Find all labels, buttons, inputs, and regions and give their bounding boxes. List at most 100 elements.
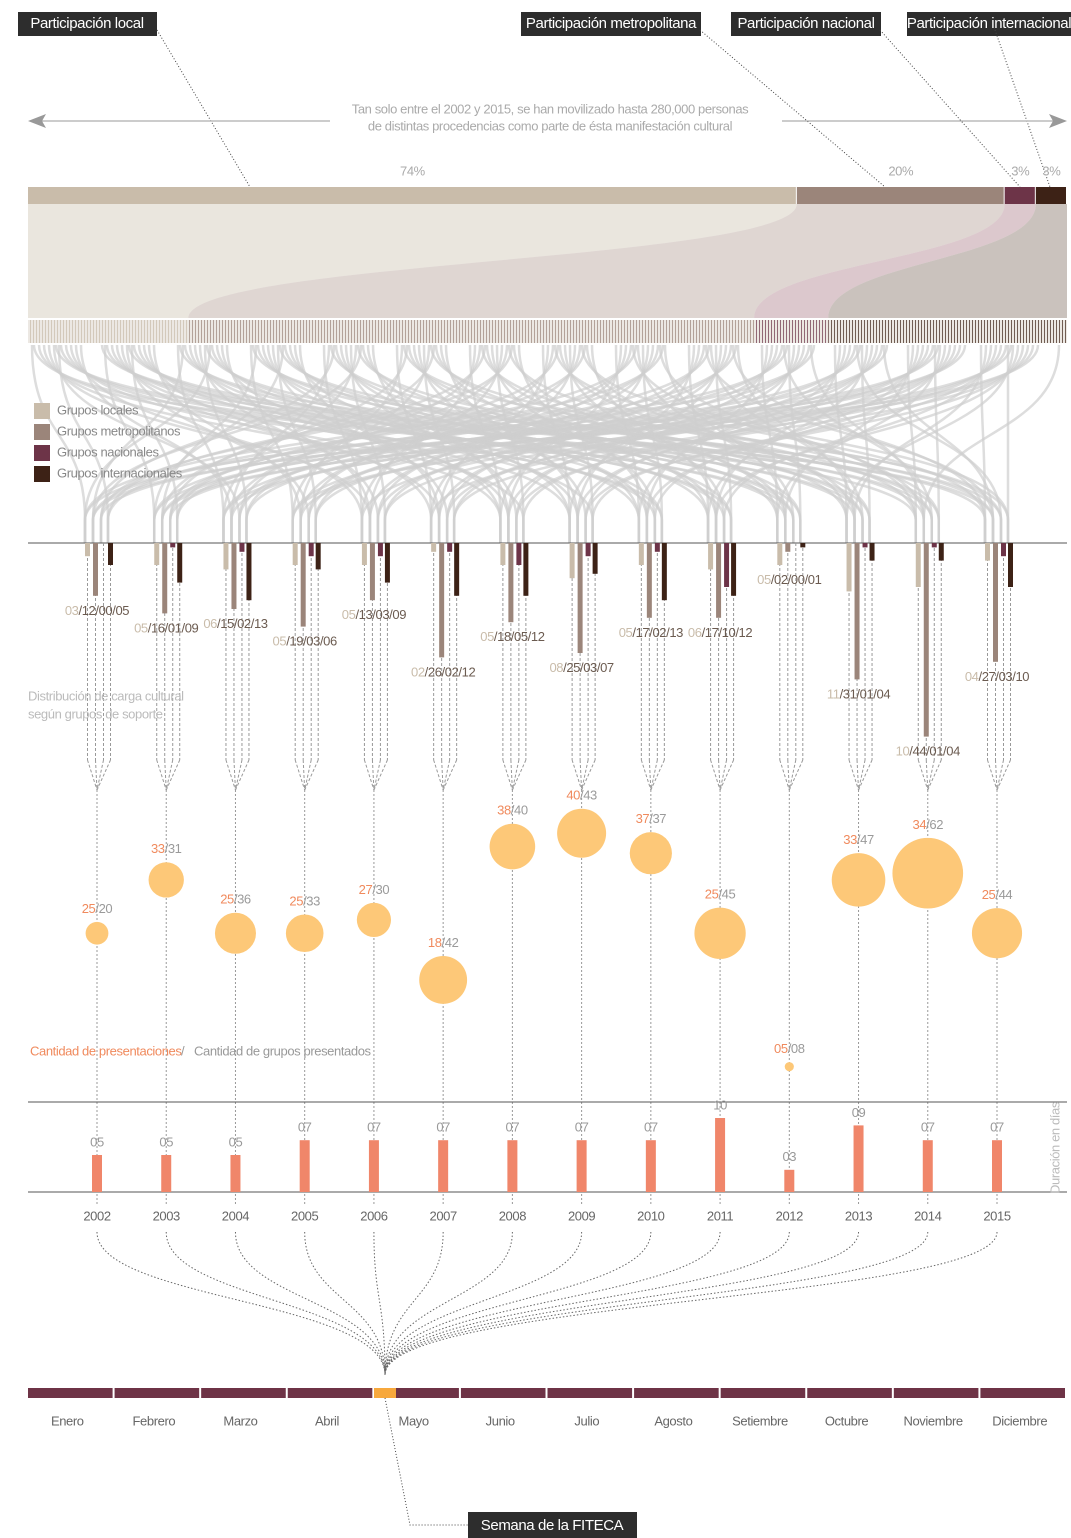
guide-line (95, 759, 98, 791)
bubble (557, 808, 607, 858)
duration-chart: 05 2002 05 2003 05 2004 07 2005 07 2006 07 2007 07 20… (83, 1097, 1011, 1376)
value-label: 06/15/02/13 (203, 616, 267, 631)
flow-curve (576, 344, 696, 543)
highlight-week (374, 1388, 396, 1398)
bar (923, 543, 929, 737)
guide-line (858, 759, 866, 791)
proportion-label: 20% (888, 163, 914, 178)
guide-line (442, 759, 458, 791)
flow-curve (42, 344, 502, 543)
bubble-chart: 25/20 33/31 25/36 25/33 27/30 18/42 38/40 40/43… (82, 788, 1023, 1072)
legend-label: Grupos nacionales (57, 444, 159, 459)
flow-curve (147, 344, 433, 543)
flow-curve (429, 344, 1003, 543)
bubble-label: 37/37 (636, 812, 667, 827)
month-segment (114, 1388, 200, 1398)
month-label: Noviembre (903, 1413, 962, 1428)
proportion-segment (28, 187, 796, 204)
proportion-segment (1004, 187, 1035, 204)
bubble (356, 902, 392, 938)
bar (1001, 543, 1006, 557)
bubble-label: 27/30 (359, 882, 390, 897)
flow-curve (103, 344, 156, 543)
value-label: 07 (506, 1120, 520, 1135)
month-label: Diciembre (992, 1413, 1047, 1428)
guide-line (996, 759, 1011, 791)
bubble-label: 38/40 (497, 803, 528, 818)
x-tick-label: 2007 (429, 1208, 456, 1223)
value-label: 07 (921, 1120, 935, 1135)
arrow-head (1049, 114, 1067, 128)
guide-line (502, 759, 513, 791)
month-segment (547, 1388, 633, 1398)
leader-curve (384, 1231, 652, 1376)
bubble-label: 33/47 (843, 833, 874, 848)
leader-line (994, 29, 1051, 188)
bar (777, 543, 783, 565)
value-label: 05/19/03/06 (273, 634, 337, 649)
bar (154, 543, 160, 565)
guide-line (363, 759, 375, 791)
callout: Semana de la FITECA (481, 1517, 624, 1534)
callout-box (468, 1512, 637, 1538)
bar (231, 543, 237, 609)
bar (654, 543, 660, 552)
guide-line (571, 759, 583, 791)
flow-curve (152, 344, 285, 543)
value-label: 02/26/02/12 (411, 665, 475, 680)
annotation: según grupos de soporte (28, 706, 163, 721)
month-label: Mayo (399, 1413, 429, 1428)
bar (585, 543, 591, 557)
bubble (694, 907, 746, 959)
legend-label: Grupos internacionales (57, 465, 183, 480)
flow-curve (74, 344, 364, 543)
value-label: 03/12/00/05 (65, 603, 129, 618)
bar (161, 1155, 172, 1192)
guide-line (917, 759, 929, 791)
x-tick-label: 2008 (499, 1208, 526, 1223)
value-label: 07 (436, 1120, 450, 1135)
month-segment (374, 1388, 459, 1398)
leader-curve (384, 1231, 444, 1376)
bubble-label: 25/44 (982, 888, 1013, 903)
x-tick-label: 2011 (707, 1208, 734, 1223)
legend-swatch (34, 445, 50, 461)
flow-curve (47, 344, 372, 543)
bar (508, 543, 514, 623)
leader-curve (384, 1231, 513, 1376)
guide-line (718, 759, 721, 791)
bubble-label: 40/43 (566, 788, 597, 803)
flow-curve (30, 344, 87, 543)
callout-box (907, 12, 1071, 36)
leader-curve (384, 1231, 790, 1376)
bar (239, 543, 245, 552)
x-tick-label: 2014 (914, 1208, 941, 1223)
group-segment (754, 320, 829, 343)
callout: Participación internacional (907, 15, 1071, 32)
guide-line (848, 759, 860, 791)
arrow-head (28, 114, 46, 128)
flow-curve (882, 344, 995, 543)
guide-line (858, 759, 873, 791)
bubble-label: 34/62 (912, 817, 943, 832)
flow-curve (127, 344, 987, 543)
x-tick-label: 2013 (845, 1208, 872, 1223)
x-tick-label: 2010 (637, 1208, 664, 1223)
bubble (892, 837, 964, 909)
flow-curve (402, 344, 1010, 543)
callout: Participación local (30, 15, 143, 32)
bar (915, 543, 921, 587)
value-label: 07 (367, 1120, 381, 1135)
x-tick-label: 2004 (222, 1208, 249, 1223)
bar (869, 543, 875, 561)
bar (992, 1140, 1002, 1192)
month-label: Marzo (223, 1413, 257, 1428)
guide-line (304, 759, 319, 791)
value-label: 09 (852, 1105, 866, 1120)
x-tick-label: 2009 (568, 1208, 595, 1223)
guide-line (719, 759, 735, 791)
proportion-label: 74% (400, 163, 426, 178)
bar (308, 543, 314, 557)
flow-curve (115, 344, 571, 543)
